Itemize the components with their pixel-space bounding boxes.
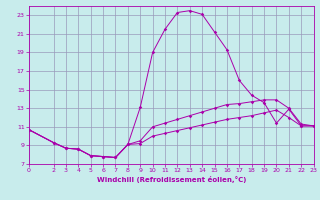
X-axis label: Windchill (Refroidissement éolien,°C): Windchill (Refroidissement éolien,°C) [97,176,246,183]
